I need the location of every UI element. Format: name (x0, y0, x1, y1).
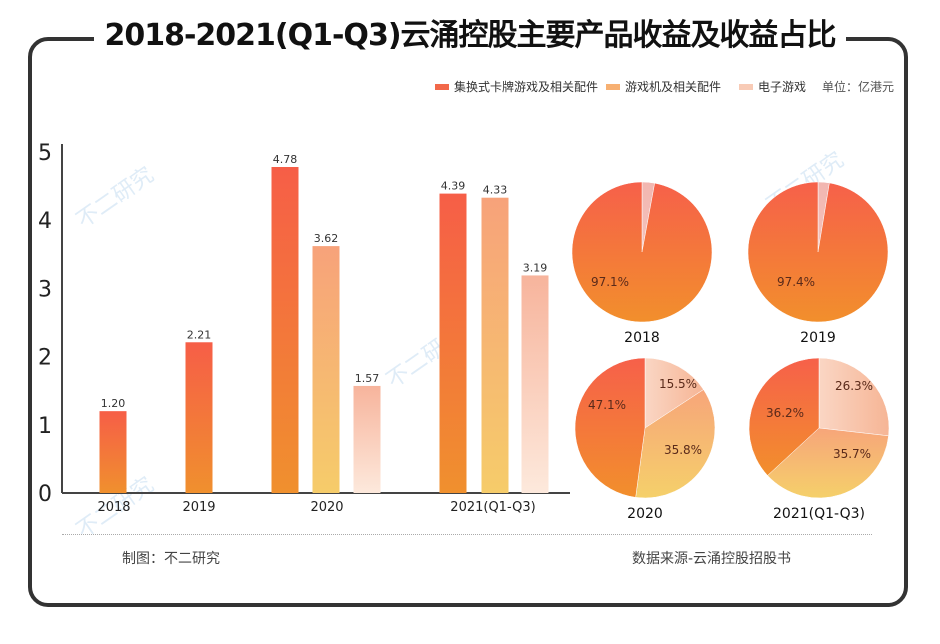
y-tick-label: 2 (38, 346, 52, 371)
pie-year-label: 2019 (800, 330, 836, 346)
y-tick-label: 0 (38, 482, 52, 507)
legend-swatch-console (605, 83, 620, 90)
title-wrap: 2018-2021(Q1-Q3)云涌控股主要产品收益及收益占比 (0, 14, 940, 58)
y-tick-label: 3 (38, 277, 52, 302)
pie-slice (748, 357, 820, 476)
y-tick-label: 5 (38, 141, 52, 166)
bar-chart: 0 1 2 3 4 5 1.20 2018 2.21 2019 4.78 3.62 1.57 2020 4.… (38, 141, 570, 515)
legend-swatch-tcg (434, 83, 449, 90)
x-tick-label: 2021(Q1-Q3) (450, 500, 535, 515)
chart-title: 2018-2021(Q1-Q3)云涌控股主要产品收益及收益占比 (94, 14, 846, 58)
pie-year-label: 2018 (624, 330, 660, 346)
pie-slice (635, 389, 716, 499)
pie-slice (818, 357, 890, 437)
bar-value-label: 4.78 (273, 153, 298, 166)
pie-slice (644, 357, 704, 429)
footer-source: 数据来源-云涌控股招股书 (632, 551, 792, 567)
bar-value-label: 1.57 (355, 372, 380, 385)
footer-credit: 制图：不二研究 (122, 551, 220, 567)
bar (521, 275, 549, 493)
x-tick-label: 2018 (97, 500, 130, 515)
bar-value-label: 3.19 (523, 261, 548, 274)
y-tick-label: 4 (38, 209, 52, 234)
footer-divider (62, 534, 872, 535)
pie-percent-label: 15.5% (659, 377, 697, 391)
legend-label-video-game: 电子游戏 (757, 80, 806, 94)
pie-slice (574, 357, 646, 498)
pie-percent-label: 35.7% (833, 447, 871, 461)
pie-slice (571, 181, 713, 323)
pie-percent-label: 35.8% (664, 443, 702, 457)
bar (353, 385, 381, 493)
unit-label: 单位：亿港元 (821, 80, 894, 94)
bar (312, 246, 340, 493)
bar-value-label: 3.62 (314, 232, 339, 245)
bar-value-label: 1.20 (101, 397, 126, 410)
x-tick-label: 2020 (310, 500, 343, 515)
legend-label-console: 游戏机及相关配件 (624, 80, 721, 94)
pie-percent-label: 97.1% (591, 275, 629, 289)
pie-charts: 97.1% 2018 97.4% 2019 15.5% 35.8% 47.1% 2020 26.… (571, 181, 890, 522)
legend: 集换式卡牌游戏及相关配件 游戏机及相关配件 电子游戏 单位：亿港元 (427, 78, 894, 95)
bar-value-label: 2.21 (187, 328, 212, 341)
x-tick-label: 2019 (182, 500, 215, 515)
y-tick-label: 1 (38, 414, 52, 439)
bar-value-label: 4.33 (483, 184, 508, 197)
pie-percent-label: 47.1% (588, 398, 626, 412)
bar (271, 167, 299, 493)
pie-percent-label: 36.2% (766, 406, 804, 420)
bar-value-label: 4.39 (441, 180, 466, 193)
pie-year-label: 2020 (627, 506, 663, 522)
pie-year-label: 2021(Q1-Q3) (773, 506, 865, 522)
bar (99, 411, 127, 493)
pie-slice (747, 181, 889, 323)
legend-label-tcg: 集换式卡牌游戏及相关配件 (453, 80, 598, 94)
legend-swatch-video-game (738, 83, 753, 90)
bar (439, 193, 467, 494)
pie-slice (767, 427, 889, 499)
pie-percent-label: 26.3% (835, 379, 873, 393)
bar (185, 342, 213, 493)
bar (481, 197, 509, 493)
pie-percent-label: 97.4% (777, 275, 815, 289)
